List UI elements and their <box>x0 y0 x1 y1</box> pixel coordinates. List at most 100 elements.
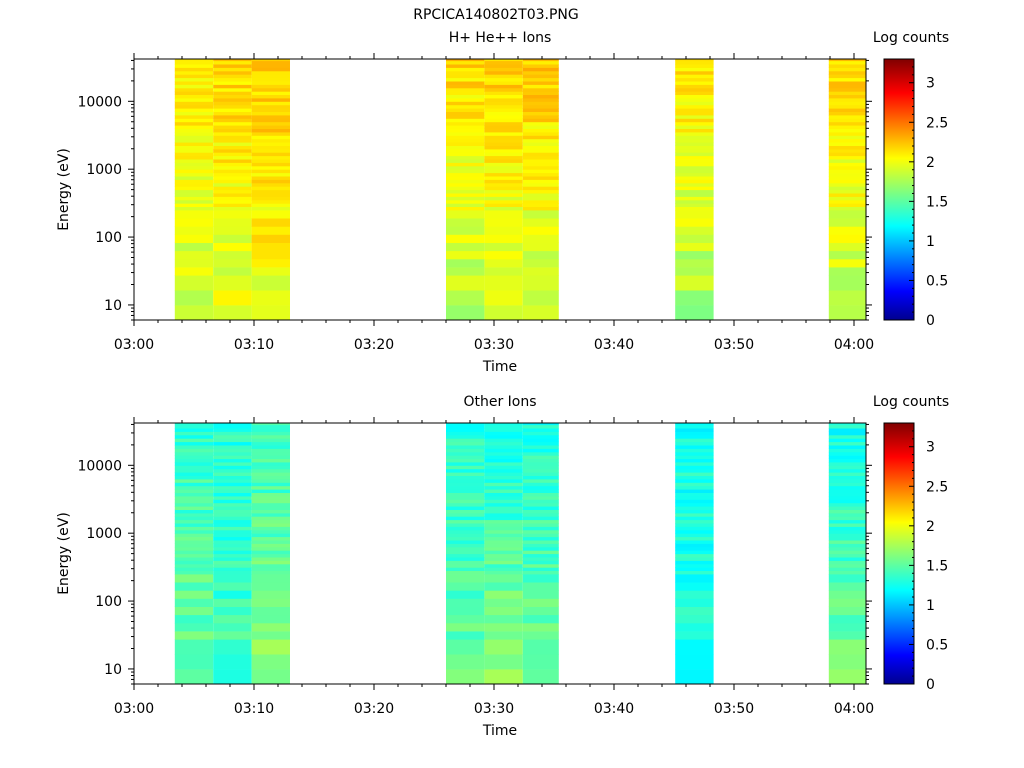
spectrogram-cell <box>251 165 290 170</box>
spectrogram-cell <box>484 533 523 538</box>
spectrogram-cell <box>251 606 290 616</box>
spectrogram-cell <box>484 218 523 227</box>
spectrogram-cell <box>446 533 485 538</box>
spectrogram-cell <box>675 598 714 607</box>
spectrogram-cell <box>446 155 485 160</box>
spectrogram-cell <box>251 557 290 561</box>
spectrogram-cell <box>675 148 714 153</box>
spectrogram-cell <box>828 242 866 252</box>
spectrogram-cell <box>446 506 485 510</box>
spectrogram-cell <box>828 499 866 504</box>
spectrogram-cell <box>484 445 523 449</box>
spectrogram-cell <box>174 111 214 116</box>
spectrogram-cell <box>522 639 559 655</box>
spectrogram-cell <box>213 441 252 446</box>
spectrogram-cell <box>522 606 559 616</box>
spectrogram-cell <box>251 543 290 548</box>
spectrogram-cell <box>213 458 252 463</box>
spectrogram-cell <box>484 115 523 119</box>
spectrogram-cell <box>828 179 866 184</box>
spectrogram-cell <box>675 540 714 544</box>
spectrogram-cell <box>446 118 485 123</box>
x-tick-label: 04:00 <box>834 701 874 717</box>
spectrogram-cell <box>522 496 559 500</box>
spectrogram-cell <box>213 448 252 453</box>
spectrogram-cell <box>174 506 214 510</box>
spectrogram-cell <box>522 189 559 194</box>
spectrogram-cell <box>213 94 252 99</box>
spectrogram-cell <box>251 540 290 544</box>
spectrogram-cell <box>828 193 866 197</box>
spectrogram-cell <box>446 172 485 177</box>
spectrogram-cell <box>446 275 485 291</box>
spectrogram-cell <box>251 512 290 517</box>
spectrogram-cell <box>446 475 485 480</box>
spectrogram-cell <box>213 115 252 119</box>
spectrogram-cell <box>828 258 866 268</box>
spectrogram-cell <box>446 557 485 561</box>
spectrogram-cell <box>522 536 559 541</box>
spectrogram-cell <box>174 159 214 163</box>
spectrogram-cell <box>251 176 290 180</box>
spectrogram-cell <box>446 162 485 167</box>
spectrogram-cell <box>828 622 866 632</box>
y-tick-label: 10000 <box>77 94 122 110</box>
spectrogram-cell <box>251 111 290 116</box>
spectrogram-cell <box>828 60 866 65</box>
spectrogram-cell <box>484 199 523 204</box>
spectrogram-cell <box>213 485 252 490</box>
spectrogram-cell <box>446 189 485 194</box>
spectrogram-cell <box>446 431 485 436</box>
spectrogram-cell <box>251 654 290 670</box>
spectrogram-cell <box>446 267 485 276</box>
spectrogram-cell <box>484 582 523 591</box>
spectrogram-cell <box>251 423 290 426</box>
spectrogram-cell <box>522 462 559 466</box>
spectrogram-cell <box>484 196 523 201</box>
spectrogram-cell <box>675 165 714 170</box>
spectrogram-cells <box>174 59 866 321</box>
spectrogram-cell <box>828 125 866 129</box>
spectrogram-cell <box>251 98 290 102</box>
spectrogram-cell <box>828 536 866 541</box>
spectrogram-cell <box>446 159 485 163</box>
spectrogram-cell <box>213 533 252 538</box>
spectrogram-cell <box>213 275 252 291</box>
spectrogram-cell <box>213 142 252 146</box>
spectrogram-cell <box>675 669 714 685</box>
spectrogram-cell <box>213 125 252 129</box>
spectrogram-cells <box>174 423 866 685</box>
spectrogram-cell <box>828 458 866 463</box>
spectrogram-cell <box>174 499 214 504</box>
spectrogram-cell <box>446 64 485 68</box>
spectrogram-cell <box>675 81 714 85</box>
spectrogram-cell <box>446 669 485 685</box>
spectrogram-cell <box>251 445 290 449</box>
spectrogram-cell <box>828 104 866 109</box>
spectrogram-cell <box>251 526 290 531</box>
spectrogram-cell <box>174 438 214 443</box>
spectrogram-cell <box>484 186 523 191</box>
spectrogram-cell <box>446 553 485 558</box>
spectrogram-cell <box>251 182 290 187</box>
colorbar-tick-label: 0.5 <box>926 273 948 289</box>
spectrogram-cell <box>213 622 252 632</box>
spectrogram-cell <box>484 654 523 670</box>
spectrogram-cell <box>251 84 290 89</box>
spectrogram-cell <box>828 492 866 497</box>
spectrogram-cell <box>484 87 523 92</box>
spectrogram-cell <box>213 81 252 85</box>
spectrogram-cell <box>484 451 523 456</box>
spectrogram-cell <box>251 186 290 191</box>
spectrogram-cell <box>484 226 523 235</box>
colorbar: 0 0.5 1 1.5 2 2.5 3 Log counts <box>873 30 949 329</box>
spectrogram-cell <box>828 582 866 591</box>
spectrogram-cell <box>251 506 290 510</box>
spectrogram-cell <box>828 91 866 95</box>
spectrogram-cell <box>522 631 559 640</box>
spectrogram-cell <box>251 132 290 136</box>
spectrogram-cell <box>675 475 714 480</box>
spectrogram-cell <box>213 108 252 112</box>
spectrogram-cell <box>446 84 485 89</box>
colorbar-tick-label: 0.5 <box>926 637 948 653</box>
